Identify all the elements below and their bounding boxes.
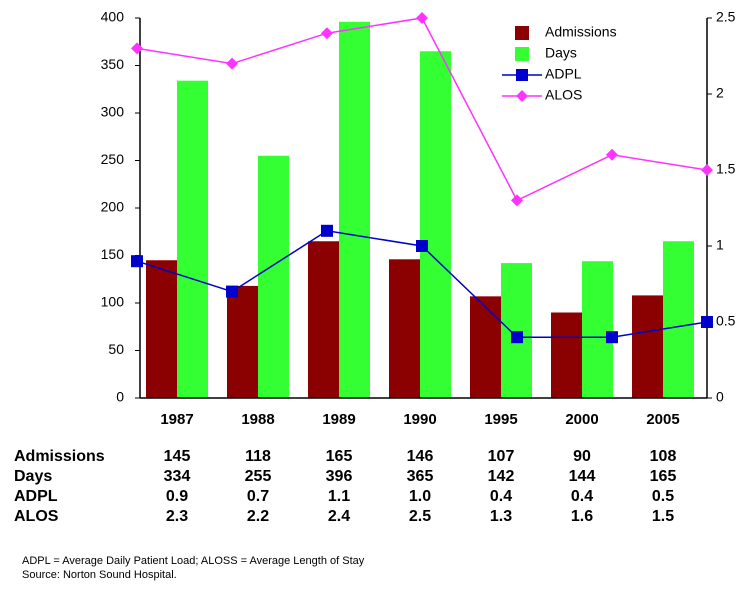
line-marker bbox=[416, 240, 428, 252]
y-tick-label: 250 bbox=[101, 151, 125, 167]
x-tick-label: 1995 bbox=[484, 411, 517, 428]
line-marker bbox=[606, 331, 618, 344]
x-tick-label: 1990 bbox=[403, 411, 436, 428]
table-cell: 255 bbox=[245, 468, 272, 485]
table-cell: 0.7 bbox=[247, 488, 269, 505]
bar bbox=[582, 261, 613, 398]
table-cell: 0.4 bbox=[490, 488, 512, 505]
bar bbox=[339, 21, 370, 399]
table-cell: 2.5 bbox=[409, 508, 431, 525]
table-cell: 144 bbox=[569, 468, 596, 485]
table-cell: 118 bbox=[245, 448, 271, 465]
table-row-label: ADPL bbox=[14, 488, 58, 505]
bar bbox=[308, 241, 339, 398]
table-cell: 396 bbox=[326, 468, 353, 485]
legend-label: Admissions bbox=[545, 24, 617, 40]
line-marker bbox=[606, 148, 618, 161]
y-tick-label: 300 bbox=[101, 104, 125, 120]
line-marker bbox=[416, 12, 428, 24]
y-tick-label: 350 bbox=[101, 56, 125, 72]
x-tick-label: 1989 bbox=[322, 411, 355, 428]
table-cell: 0.9 bbox=[166, 488, 188, 505]
table-cell: 1.0 bbox=[409, 488, 431, 505]
table-cell: 90 bbox=[573, 448, 591, 465]
line-marker bbox=[701, 316, 713, 328]
table-cell: 2.3 bbox=[166, 508, 188, 525]
legend-label: Days bbox=[545, 45, 577, 61]
bar bbox=[258, 155, 289, 398]
table-cell: 1.5 bbox=[652, 508, 674, 525]
table-cell: 108 bbox=[650, 448, 677, 465]
bar bbox=[632, 295, 663, 398]
y-tick-label: 200 bbox=[101, 199, 125, 215]
bar bbox=[389, 259, 420, 398]
y2-tick-label: 1 bbox=[716, 237, 724, 253]
x-tick-label: 2005 bbox=[646, 411, 679, 428]
table-cell: 142 bbox=[488, 468, 515, 485]
line-marker bbox=[131, 255, 143, 268]
line-marker bbox=[321, 27, 333, 40]
legend-label: ADPL bbox=[545, 66, 582, 82]
footnote: Source: Norton Sound Hospital. bbox=[22, 569, 177, 581]
table-cell: 146 bbox=[407, 448, 434, 465]
footnote: ADPL = Average Daily Patient Load; ALOSS… bbox=[22, 555, 365, 567]
bar bbox=[420, 51, 451, 398]
table-cell: 107 bbox=[488, 448, 515, 465]
bar bbox=[470, 296, 501, 398]
table-cell: 1.6 bbox=[571, 508, 593, 525]
y2-tick-label: 0 bbox=[716, 389, 724, 405]
x-tick-label: 1988 bbox=[241, 411, 274, 428]
legend-marker bbox=[516, 69, 528, 81]
line-marker bbox=[226, 285, 238, 298]
legend-swatch bbox=[515, 26, 529, 40]
table-row-label: ALOS bbox=[14, 508, 59, 525]
line-marker bbox=[511, 194, 523, 207]
bar bbox=[501, 263, 532, 398]
legend-swatch bbox=[515, 47, 529, 61]
bar bbox=[146, 260, 177, 398]
line-marker bbox=[226, 57, 238, 70]
legend-marker bbox=[516, 90, 528, 102]
y2-tick-label: 2.5 bbox=[716, 9, 736, 25]
table-row-label: Days bbox=[14, 468, 52, 485]
y-tick-label: 0 bbox=[116, 389, 124, 405]
line-marker bbox=[511, 331, 523, 344]
y2-tick-label: 0.5 bbox=[716, 313, 736, 329]
table-cell: 2.4 bbox=[328, 508, 350, 525]
y-tick-label: 50 bbox=[108, 341, 124, 357]
table-cell: 1.3 bbox=[490, 508, 512, 525]
table-cell: 165 bbox=[650, 468, 677, 485]
bar bbox=[551, 312, 582, 398]
line-marker bbox=[701, 164, 713, 176]
bar bbox=[177, 80, 208, 398]
y-tick-label: 150 bbox=[101, 246, 125, 262]
table-cell: 0.5 bbox=[652, 488, 674, 505]
line-marker bbox=[131, 42, 143, 55]
x-tick-label: 1987 bbox=[160, 411, 193, 428]
table-cell: 365 bbox=[407, 468, 434, 485]
table-row-label: Admissions bbox=[14, 448, 105, 465]
line-marker bbox=[321, 224, 333, 237]
table-cell: 334 bbox=[164, 468, 191, 485]
table-cell: 2.2 bbox=[247, 508, 269, 525]
bar bbox=[663, 241, 694, 398]
bar bbox=[227, 285, 258, 398]
table-cell: 145 bbox=[164, 448, 191, 465]
table-cell: 1.1 bbox=[328, 488, 350, 505]
y2-tick-label: 1.5 bbox=[716, 161, 736, 177]
x-tick-label: 2000 bbox=[565, 411, 598, 428]
y-tick-label: 400 bbox=[101, 9, 125, 25]
table-cell: 165 bbox=[326, 448, 353, 465]
table-cell: 0.4 bbox=[571, 488, 593, 505]
y-tick-label: 100 bbox=[101, 294, 125, 310]
legend-label: ALOS bbox=[545, 87, 582, 103]
y2-tick-label: 2 bbox=[716, 85, 724, 101]
